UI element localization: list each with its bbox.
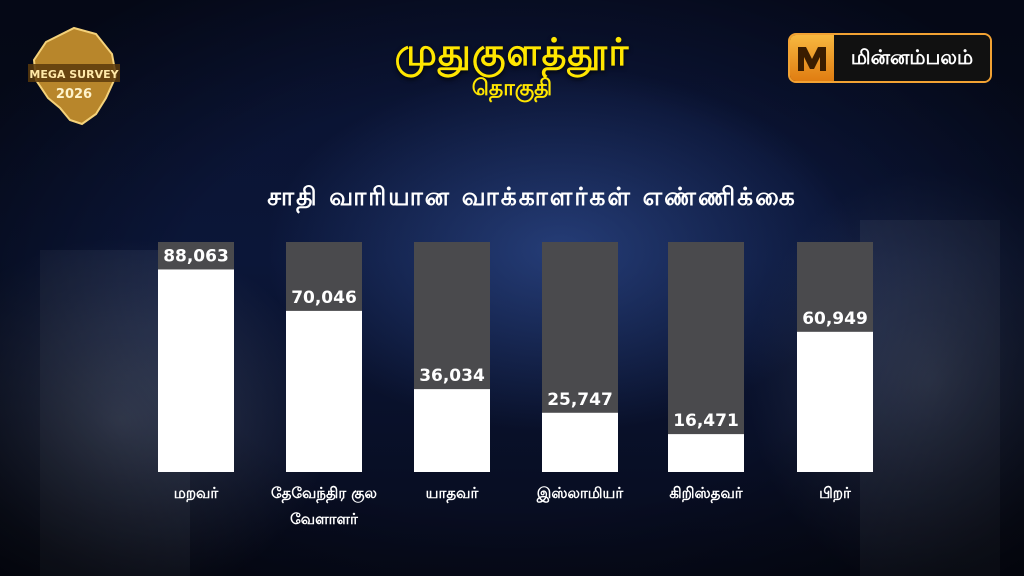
badge-line1: MEGA SURVEY	[29, 68, 119, 81]
category-label-0-0: மறவர்	[174, 484, 220, 502]
category-label-3-0: இஸ்லாமியர்	[536, 484, 625, 503]
brand-name: மின்னம்பலம்	[834, 35, 990, 81]
category-label-4-0: கிறிஸ்தவர்	[669, 484, 743, 503]
mega-survey-badge: MEGA SURVEY 2026	[28, 26, 120, 126]
badge-line2: 2026	[56, 87, 92, 102]
bar-3	[542, 412, 618, 472]
value-label-5: 60,949	[802, 309, 868, 329]
chart-title: சாதி வாரியான வாக்காளர்கள் எண்ணிக்கை	[267, 182, 797, 211]
constituency-subtitle: தொகுதி	[471, 76, 553, 101]
constituency-title: முதுகுளத்தூர்	[394, 30, 630, 74]
value-label-3: 25,747	[547, 390, 613, 410]
value-label-4: 16,471	[673, 411, 739, 431]
category-label-2-0: யாதவர்	[426, 484, 480, 503]
category-label-1-0: தேவேந்திர குல	[271, 484, 377, 503]
bar-track-4	[668, 242, 744, 472]
category-label-5-0: பிறர்	[819, 484, 852, 502]
value-label-2: 36,034	[419, 366, 485, 386]
bar-0	[158, 269, 234, 472]
value-label-1: 70,046	[291, 288, 357, 308]
bar-5	[797, 331, 873, 472]
m-logo-icon	[790, 35, 834, 81]
category-label-1-1: வேளாளர்	[290, 510, 359, 528]
bar-2	[414, 389, 490, 472]
bar-4	[668, 434, 744, 472]
brand-logo: மின்னம்பலம்	[788, 33, 992, 83]
bar-1	[286, 310, 362, 472]
value-label-0: 88,063	[163, 246, 229, 266]
